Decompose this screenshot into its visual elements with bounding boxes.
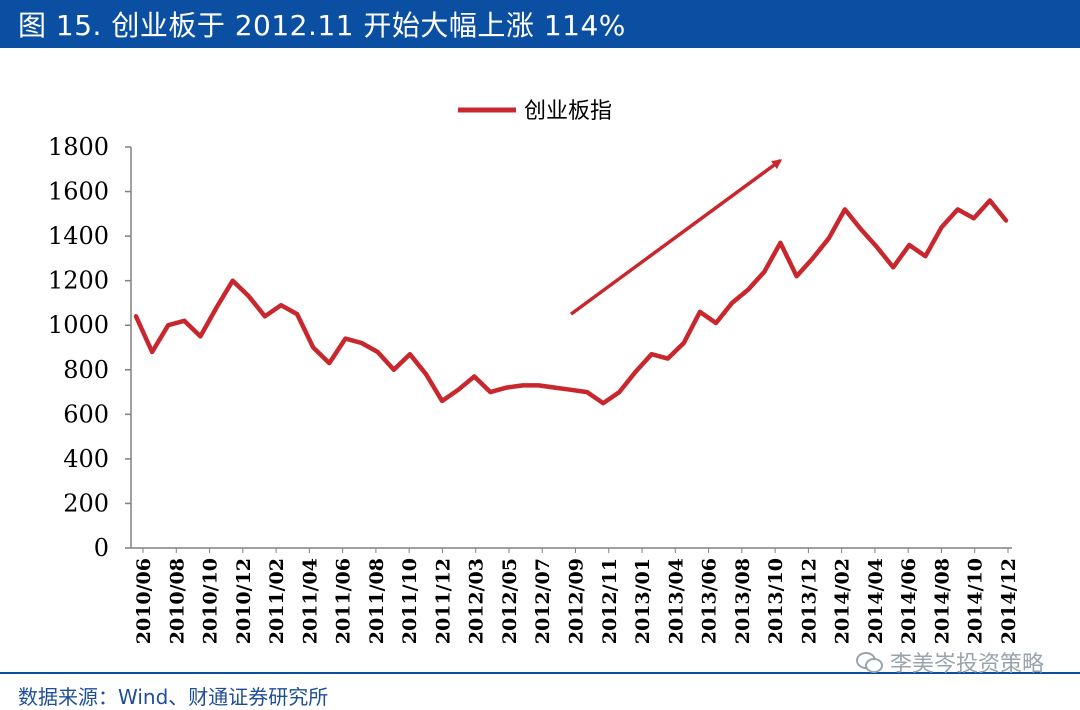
x-axis: 2010/06 2010/08 2010/10 2010/12 2011/02 2011/… [131, 547, 1020, 644]
x-tick-label: 2010/06 [133, 558, 155, 644]
x-tick-label: 2010/08 [166, 558, 188, 644]
title-bar: 图 15. 创业板于 2012.11 开始大幅上涨 114% [0, 0, 1080, 48]
x-tick-label: 2013/01 [632, 558, 654, 644]
line-chart: 创业板指 0 200 400 600 800 1000 1200 1400 1600 1800 2… [48, 99, 1020, 644]
x-tick-label: 2011/04 [299, 558, 321, 644]
x-tick-label: 2014/10 [965, 558, 987, 644]
x-tick-label: 2013/10 [765, 558, 787, 644]
x-tick-label: 2014/12 [998, 558, 1020, 644]
x-tick-label: 2013/12 [798, 558, 820, 644]
x-tick-label: 2011/10 [399, 558, 421, 644]
y-tick-label: 1000 [48, 311, 109, 339]
page-title: 图 15. 创业板于 2012.11 开始大幅上涨 114% [18, 9, 626, 42]
x-tick-label: 2010/12 [233, 558, 255, 644]
x-tick-label: 2012/11 [599, 558, 621, 644]
legend-label: 创业板指 [524, 99, 612, 124]
y-tick-label: 1200 [48, 267, 109, 295]
x-tick-label: 2013/04 [665, 558, 687, 644]
legend: 创业板指 [458, 99, 612, 124]
x-tick-label: 2011/02 [266, 558, 288, 644]
x-tick-label: 2014/04 [865, 558, 887, 644]
source-note: 数据来源：Wind、财通证券研究所 [18, 685, 329, 709]
x-tick-label: 2011/06 [333, 558, 355, 644]
x-tick-label: 2011/12 [432, 558, 454, 644]
x-tick-label: 2013/08 [732, 558, 754, 644]
y-tick-label: 0 [94, 534, 109, 562]
x-tick-label: 2012/09 [566, 558, 588, 644]
x-tick-label: 2012/03 [466, 558, 488, 644]
watermark: 李美岑投资策略 [855, 646, 1044, 678]
x-tick-label: 2014/02 [832, 558, 854, 644]
wechat-icon [855, 652, 883, 673]
y-axis: 0 200 400 600 800 1000 1200 1400 1600 1800 [48, 133, 132, 562]
footer-divider [0, 672, 1080, 674]
y-tick-label: 400 [63, 445, 109, 473]
series-line-chuangyeban [133, 198, 1009, 406]
x-tick-label: 2010/10 [200, 558, 222, 644]
x-tick-label: 2014/06 [898, 558, 920, 644]
watermark-text: 李美岑投资策略 [889, 652, 1044, 677]
y-tick-label: 1600 [48, 178, 109, 206]
x-tick-label: 2012/07 [532, 558, 554, 644]
x-tick-label: 2012/05 [499, 558, 521, 644]
trend-arrow [569, 158, 783, 316]
y-tick-label: 1800 [48, 133, 109, 161]
y-tick-label: 600 [63, 400, 109, 428]
x-tick-label: 2011/08 [366, 558, 388, 644]
y-tick-label: 200 [63, 489, 109, 517]
x-tick-label: 2014/08 [931, 558, 953, 644]
y-tick-label: 1400 [48, 222, 109, 250]
x-tick-label: 2013/06 [699, 558, 721, 644]
y-tick-label: 800 [63, 356, 109, 384]
